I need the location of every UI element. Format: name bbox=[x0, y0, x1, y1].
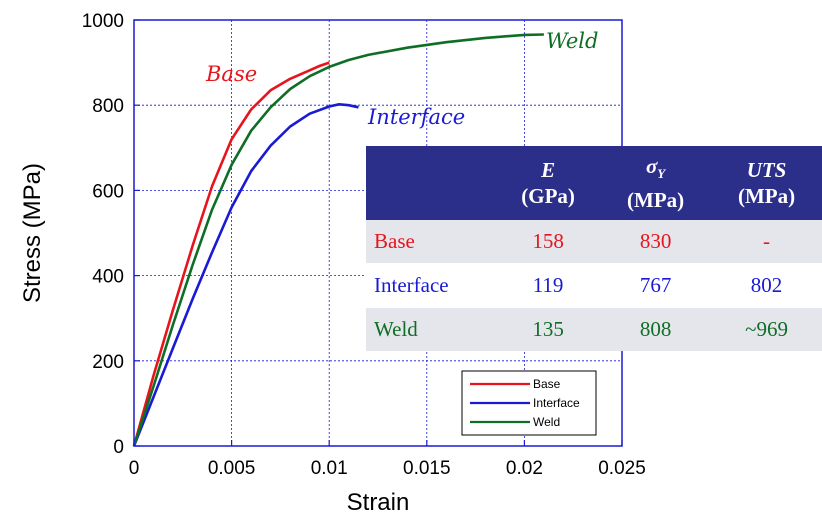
cell-uts: ~969 bbox=[711, 307, 822, 351]
y-tick-label: 400 bbox=[92, 267, 124, 288]
cell-yield: 767 bbox=[600, 263, 712, 308]
y-tick-label: 600 bbox=[92, 181, 124, 202]
header-yield: σY (MPa) bbox=[600, 146, 712, 220]
y-tick-label: 1000 bbox=[82, 11, 124, 32]
x-tick-label: 0.02 bbox=[506, 458, 543, 479]
header-modulus-unit: (GPa) bbox=[521, 184, 575, 208]
curve-label-base: Base bbox=[205, 62, 257, 86]
curve-label-interface: Interface bbox=[367, 105, 465, 129]
cell-yield: 808 bbox=[600, 307, 712, 351]
y-tick-label: 800 bbox=[92, 96, 124, 117]
table-row: Base 158 830 - bbox=[366, 220, 822, 264]
axis-ticks: 0 0.005 0.01 0.015 0.02 0.025 0 200 400 600 800 100… bbox=[82, 11, 646, 479]
series-layer bbox=[132, 33, 544, 447]
y-tick-label: 200 bbox=[92, 352, 124, 373]
y-axis-title: Stress (MPa) bbox=[19, 163, 46, 303]
x-tick-label: 0 bbox=[129, 458, 140, 479]
table-row: Interface 119 767 802 bbox=[366, 263, 822, 308]
table-header-row: E (GPa) σY (MPa) UTS (MPa) bbox=[366, 146, 822, 220]
legend-label-base: Base bbox=[533, 377, 561, 391]
header-yield-symbol: σY bbox=[645, 153, 666, 182]
legend-label-weld: Weld bbox=[533, 415, 560, 429]
header-uts: UTS (MPa) bbox=[711, 146, 822, 220]
material-properties-table: E (GPa) σY (MPa) UTS (MPa) Base 158 830 … bbox=[366, 146, 822, 351]
row-name: Interface bbox=[366, 263, 496, 308]
series-line-interface bbox=[132, 103, 359, 447]
x-tick-label: 0.025 bbox=[598, 458, 646, 479]
cell-yield: 830 bbox=[600, 220, 712, 264]
row-name: Weld bbox=[366, 307, 496, 351]
series-line-weld bbox=[132, 33, 544, 447]
header-uts-unit: (MPa) bbox=[737, 184, 796, 208]
header-modulus-symbol: E bbox=[541, 158, 556, 182]
x-tick-label: 0.015 bbox=[403, 458, 451, 479]
x-tick-label: 0.01 bbox=[311, 458, 348, 479]
header-modulus: E (GPa) bbox=[496, 146, 601, 220]
header-yield-unit: (MPa) bbox=[627, 188, 685, 213]
legend-label-interface: Interface bbox=[533, 396, 580, 410]
cell-uts: - bbox=[711, 220, 822, 264]
legend: Base Interface Weld bbox=[461, 370, 597, 436]
cell-modulus: 158 bbox=[496, 220, 601, 264]
cell-uts: 802 bbox=[711, 263, 822, 308]
row-name: Base bbox=[366, 220, 496, 264]
cell-modulus: 135 bbox=[496, 307, 601, 351]
y-tick-label: 0 bbox=[113, 437, 124, 458]
table-row: Weld 135 808 ~969 bbox=[366, 307, 822, 351]
x-axis-title: Strain bbox=[347, 489, 410, 516]
curve-label-weld: Weld bbox=[546, 29, 598, 53]
x-tick-label: 0.005 bbox=[208, 458, 256, 479]
header-empty bbox=[366, 146, 496, 220]
series-line-base bbox=[132, 61, 330, 447]
cell-modulus: 119 bbox=[496, 263, 601, 308]
header-uts-symbol: UTS bbox=[746, 158, 787, 182]
